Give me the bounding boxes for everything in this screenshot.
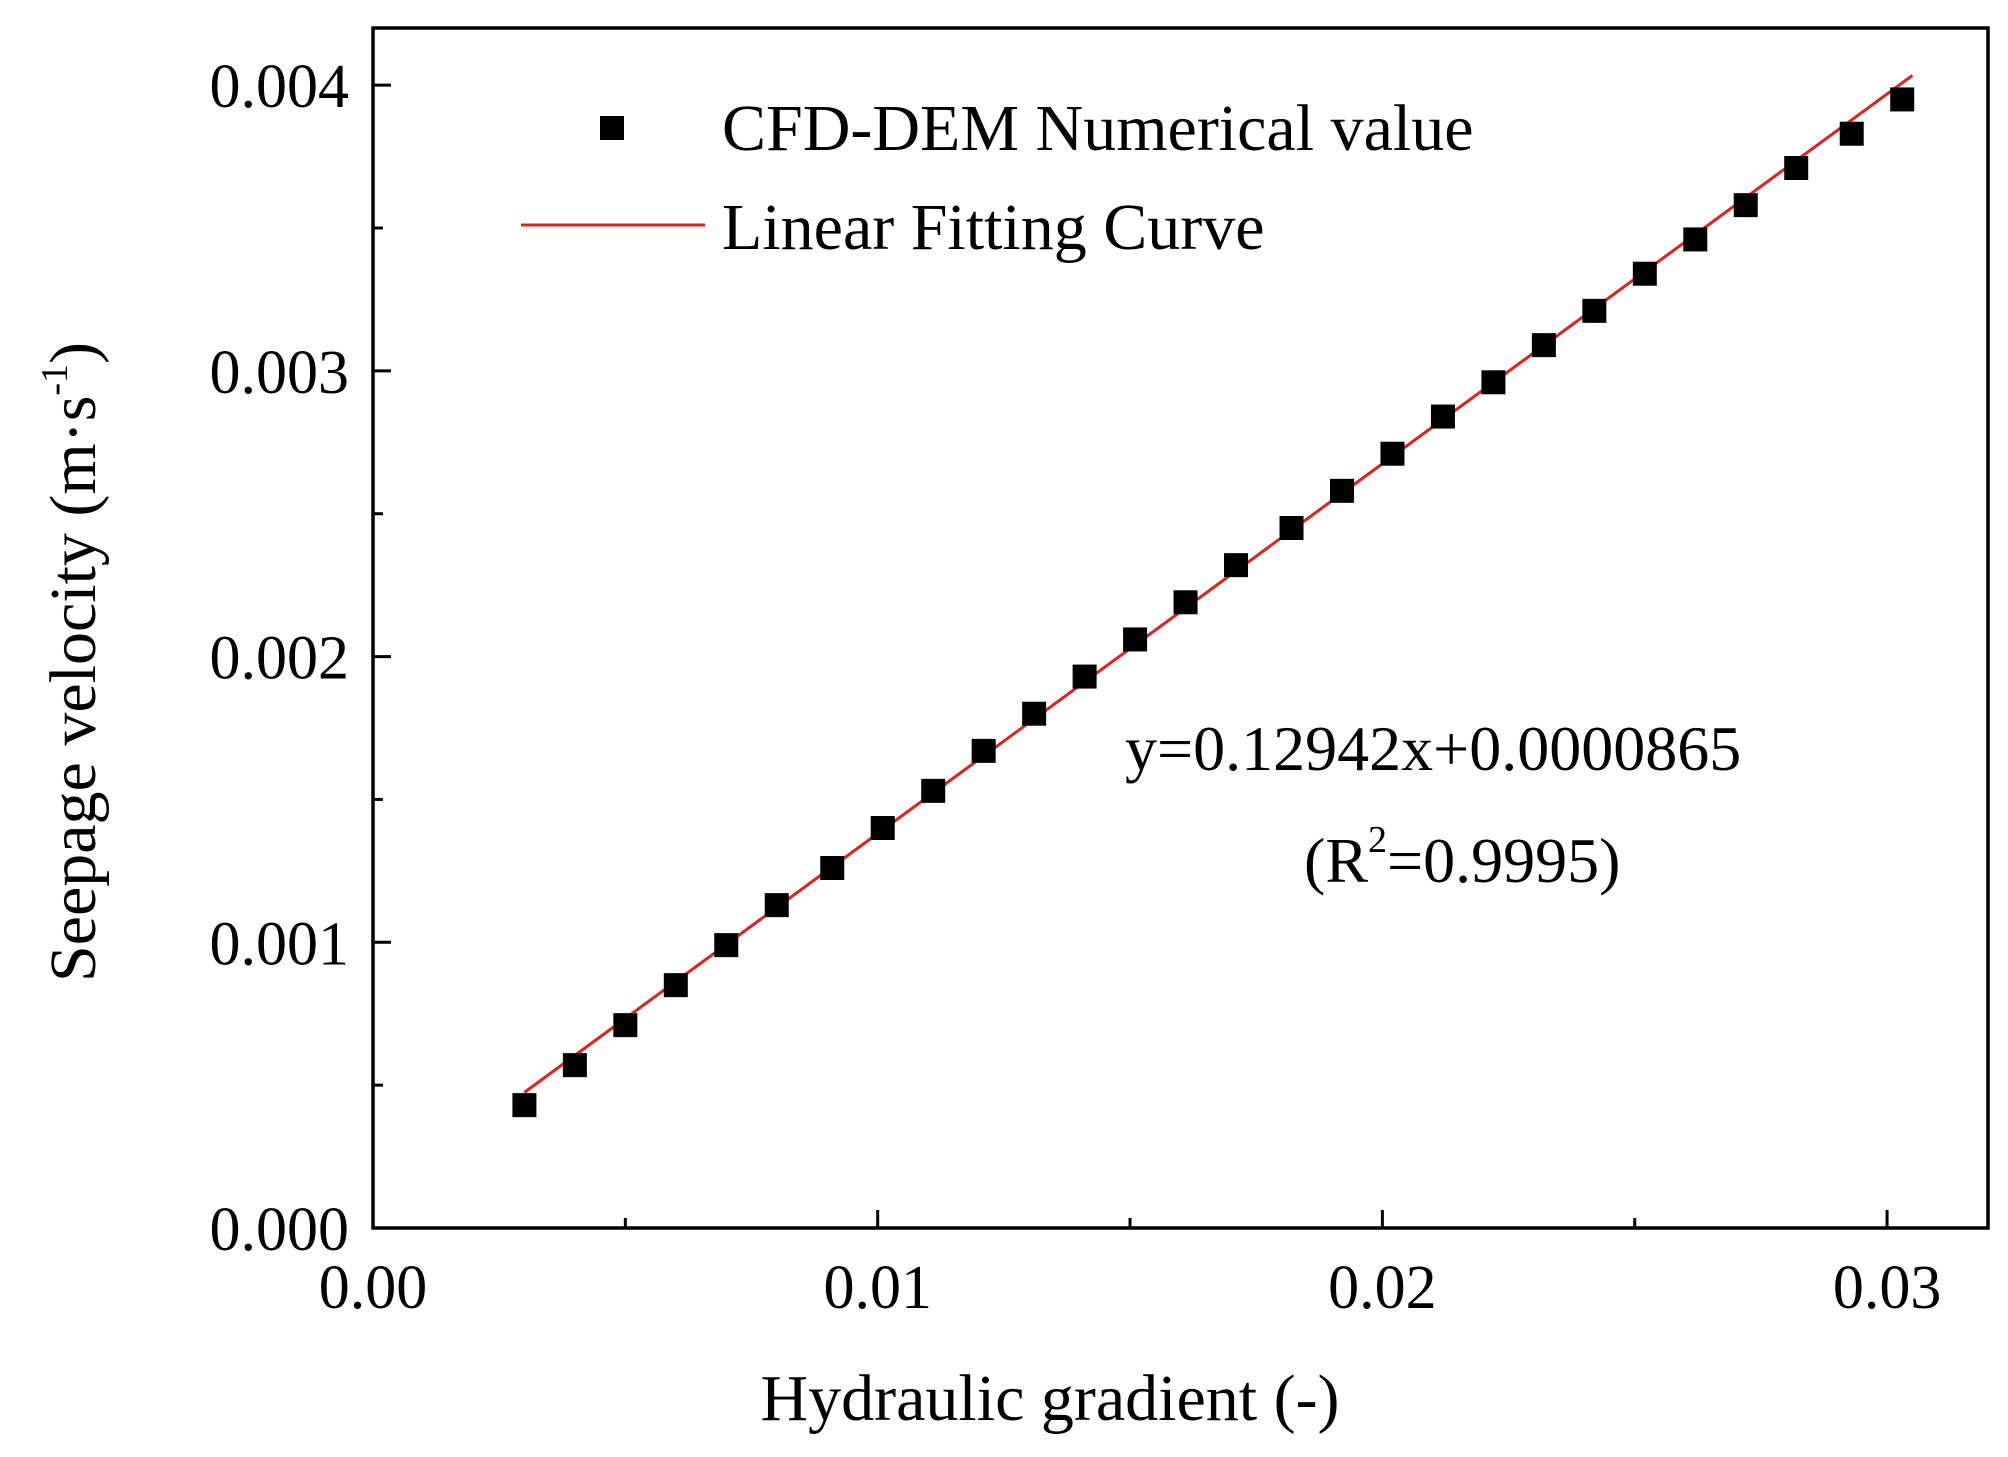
data-point bbox=[1224, 553, 1249, 578]
data-point bbox=[1632, 261, 1657, 286]
data-point bbox=[1683, 227, 1708, 252]
data-point bbox=[1173, 590, 1198, 615]
data-point bbox=[1839, 121, 1864, 146]
data-point bbox=[1123, 627, 1148, 652]
data-point bbox=[971, 738, 996, 763]
data-point bbox=[1330, 478, 1354, 503]
data-points-layer bbox=[512, 87, 1915, 1118]
y-tick-label: 0.004 bbox=[210, 53, 350, 121]
fit-annotation: y=0.12942x+0.0000865 (R2=0.9995) bbox=[1125, 713, 1741, 896]
y-axis-title: Seepage velocity (m·s-1) bbox=[34, 342, 110, 982]
r2-rest: =0.9995) bbox=[1387, 825, 1620, 896]
x-tick-label: 0.00 bbox=[319, 1254, 428, 1322]
data-point bbox=[1380, 441, 1405, 466]
r2-open: (R bbox=[1304, 825, 1368, 896]
data-point bbox=[1072, 664, 1097, 689]
legend-marker-square bbox=[600, 116, 624, 140]
data-point bbox=[714, 933, 739, 958]
x-tick-label: 0.02 bbox=[1328, 1254, 1437, 1322]
legend-label-scatter: CFD-DEM Numerical value bbox=[722, 92, 1474, 165]
data-point bbox=[1531, 333, 1556, 358]
data-point bbox=[512, 1093, 537, 1118]
x-tick-label: 0.01 bbox=[823, 1254, 932, 1322]
fit-equation: y=0.12942x+0.0000865 bbox=[1125, 713, 1741, 784]
data-point bbox=[562, 1053, 587, 1078]
data-point bbox=[1481, 370, 1506, 395]
data-point bbox=[870, 816, 895, 840]
x-tick-label: 0.03 bbox=[1833, 1254, 1942, 1322]
data-point bbox=[764, 893, 789, 918]
data-point bbox=[1022, 701, 1047, 726]
y-tick-labels: 0.000 0.001 0.002 0.003 0.004 bbox=[210, 53, 350, 1264]
data-point bbox=[1890, 87, 1915, 112]
y-axis-title-main: Seepage velocity (m·s bbox=[37, 396, 110, 982]
y-axis-title-close: ) bbox=[37, 342, 110, 364]
y-tick-label: 0.002 bbox=[210, 625, 350, 693]
data-point bbox=[613, 1013, 638, 1038]
data-point bbox=[820, 856, 845, 880]
data-point bbox=[1430, 404, 1455, 429]
data-point bbox=[663, 973, 688, 998]
y-tick-label: 0.003 bbox=[210, 339, 350, 407]
r-squared: (R2=0.9995) bbox=[1304, 819, 1620, 896]
fit-line bbox=[523, 74, 1914, 1094]
data-point bbox=[1279, 516, 1304, 540]
data-point bbox=[1733, 193, 1758, 218]
y-axis-title-sup: -1 bbox=[34, 364, 76, 396]
plot-frame bbox=[371, 26, 1990, 1230]
data-point bbox=[1784, 156, 1809, 180]
y-tick-label: 0.001 bbox=[210, 910, 350, 978]
y-tick-label: 0.000 bbox=[210, 1196, 350, 1264]
x-tick-labels: 0.00 0.01 0.02 0.03 bbox=[319, 1254, 1942, 1322]
data-point bbox=[921, 778, 946, 803]
fit-line-layer bbox=[523, 74, 1914, 1094]
r2-superscript: 2 bbox=[1368, 819, 1387, 861]
data-point bbox=[1582, 298, 1607, 323]
legend: CFD-DEM Numerical value Linear Fitting C… bbox=[521, 92, 1474, 264]
x-axis-title: Hydraulic gradient (-) bbox=[760, 1362, 1339, 1435]
legend-label-line: Linear Fitting Curve bbox=[722, 191, 1265, 264]
